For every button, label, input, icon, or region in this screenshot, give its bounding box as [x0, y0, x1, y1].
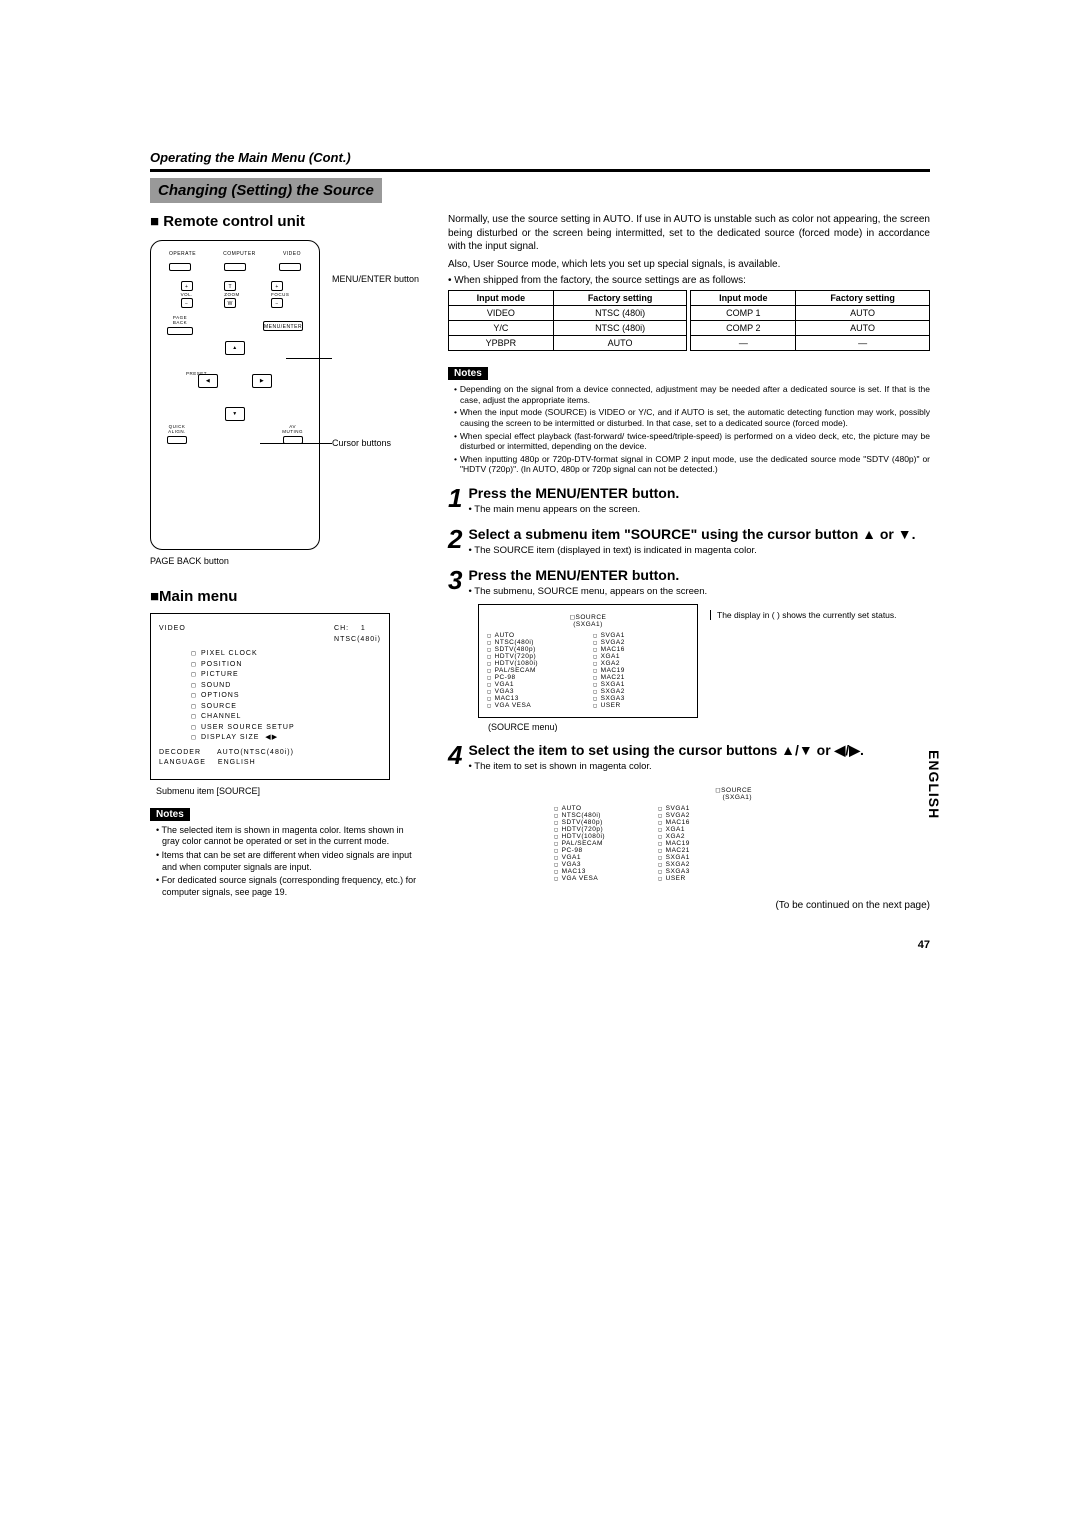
step-sub: The submenu, SOURCE menu, appears on the…: [468, 586, 930, 598]
zoom-label: ZOOM: [224, 292, 240, 297]
focus-minus[interactable]: −: [271, 298, 283, 308]
menu-items-list: PIXEL CLOCK POSITION PICTURE SOUND OPTIO…: [191, 649, 381, 744]
source-menu-caption: (SOURCE menu): [488, 722, 930, 732]
cursor-down[interactable]: ▼: [225, 407, 245, 421]
callout-menu-enter: MENU/ENTER button: [332, 274, 419, 284]
page-back-txt: PAGEBACK: [167, 316, 193, 325]
menu-item: SOUND: [191, 681, 381, 692]
breadcrumb: Operating the Main Menu (Cont.): [150, 150, 930, 165]
note-item: Depending on the signal from a device co…: [454, 384, 930, 405]
avm-label: AVMUTING: [282, 425, 303, 434]
menu-enter-btn[interactable]: MENU/ENTER: [263, 321, 303, 331]
note-item: When the input mode (SOURCE) is VIDEO or…: [454, 407, 930, 428]
right-column: Normally, use the source setting in AUTO…: [448, 213, 930, 911]
zoom-t[interactable]: T: [224, 281, 236, 291]
video-btn[interactable]: [279, 263, 301, 271]
remote-heading: ■ Remote control unit: [150, 213, 420, 230]
step-number: 4: [448, 742, 462, 773]
step-2: 2 Select a submenu item "SOURCE" using t…: [448, 526, 930, 557]
step-sub: The item to set is shown in magenta colo…: [468, 761, 930, 773]
note-item: For dedicated source signals (correspond…: [156, 875, 420, 898]
continued-note: (To be continued on the next page): [448, 900, 930, 911]
page-number: 47: [150, 939, 930, 951]
th: Factory setting: [553, 291, 687, 306]
menu-item: PICTURE: [191, 670, 381, 681]
dpad: ▲ ◀ ▶ ▼ PRESET: [190, 341, 280, 421]
menu-item: CHANNEL: [191, 712, 381, 723]
source-col2: SVGA1SVGA2MAC16 XGA1XGA2MAC19 MAC21SXGA1…: [593, 632, 689, 709]
zoom-w[interactable]: W: [224, 298, 236, 308]
qa-label: QUICKALIGN.: [167, 425, 187, 434]
source-col1: AUTONTSC(480i)SDTV(480p) HDTV(720p)HDTV(…: [487, 632, 583, 709]
step-title: Select a submenu item "SOURCE" using the…: [468, 526, 930, 543]
video-label: VIDEO: [283, 251, 301, 257]
vol-label: VOL.: [181, 292, 193, 297]
step-sub: The SOURCE item (displayed in text) is i…: [468, 545, 930, 557]
menu-item: OPTIONS: [191, 691, 381, 702]
menu-item: DISPLAY SIZE ◀▶: [191, 733, 381, 744]
step-number: 3: [448, 567, 462, 598]
cursor-up[interactable]: ▲: [225, 341, 245, 355]
operate-label: OPERATE: [169, 251, 196, 257]
vol-minus[interactable]: −: [181, 298, 193, 308]
step-title: Select the item to set using the cursor …: [468, 742, 930, 759]
step-number: 1: [448, 485, 462, 516]
intro-p3: When shipped from the factory, the sourc…: [448, 275, 930, 286]
source-side-note: The display in ( ) shows the currently s…: [710, 610, 897, 620]
computer-label: COMPUTER: [223, 251, 256, 257]
th: Input mode: [449, 291, 554, 306]
menu-item: PIXEL CLOCK: [191, 649, 381, 660]
language-tab: ENGLISH: [926, 750, 942, 819]
remote-illustration: OPERATE COMPUTER VIDEO + VOL. −: [150, 240, 420, 550]
cursor-left[interactable]: ◀: [198, 374, 218, 388]
operate-btn[interactable]: [169, 263, 191, 271]
step-title: Press the MENU/ENTER button.: [468, 567, 930, 584]
computer-btn[interactable]: [224, 263, 246, 271]
step-4: 4 Select the item to set using the curso…: [448, 742, 930, 773]
menu-item: POSITION: [191, 660, 381, 671]
note-item: When special effect playback (fast-forwa…: [454, 431, 930, 452]
step-title: Press the MENU/ENTER button.: [468, 485, 930, 502]
note-item: When inputting 480p or 720p-DTV-format s…: [454, 454, 930, 475]
preset-label: PRESET: [186, 371, 207, 376]
page-back-btn[interactable]: [167, 327, 193, 335]
step-number: 2: [448, 526, 462, 557]
left-column: ■ Remote control unit OPERATE COMPUTER V…: [150, 213, 420, 911]
th: Factory setting: [796, 291, 930, 306]
note-item: Items that can be set are different when…: [156, 850, 420, 873]
quick-align-btn[interactable]: [167, 436, 187, 444]
focus-label: FOCUS: [271, 292, 289, 297]
vol-plus[interactable]: +: [181, 281, 193, 291]
callout-page-back: PAGE BACK button: [150, 556, 420, 566]
main-menu-panel: VIDEO CH: 1NTSC(480i) PIXEL CLOCK POSITI…: [150, 613, 390, 780]
step-1: 1 Press the MENU/ENTER button. The main …: [448, 485, 930, 516]
divider: [150, 169, 930, 172]
callout-cursor: Cursor buttons: [332, 438, 391, 448]
main-menu-heading: ■Main menu: [150, 588, 420, 605]
menu-item: SOURCE: [191, 702, 381, 713]
source-menu-panel: ◻SOURCE (SXGA1) AUTONTSC(480i)SDTV(480p)…: [478, 604, 698, 718]
menu-video: VIDEO: [159, 624, 186, 645]
step-3: 3 Press the MENU/ENTER button. The subme…: [448, 567, 930, 598]
notes-right-list: Depending on the signal from a device co…: [448, 384, 930, 475]
factory-settings-table: Input modeFactory setting Input modeFact…: [448, 290, 930, 351]
cursor-right[interactable]: ▶: [252, 374, 272, 388]
intro-p1: Normally, use the source setting in AUTO…: [448, 213, 930, 254]
source-menu-panel-small: ◻SOURCE (SXGA1) AUTONTSC(480i)SDTV(480p)…: [548, 780, 758, 888]
source-menu-wrapper: ◻SOURCE (SXGA1) AUTONTSC(480i)SDTV(480p)…: [478, 604, 930, 718]
intro-p2: Also, User Source mode, which lets you s…: [448, 258, 930, 272]
submenu-caption: Submenu item [SOURCE]: [150, 786, 420, 796]
notes-badge: Notes: [448, 367, 488, 380]
menu-item: USER SOURCE SETUP: [191, 723, 381, 734]
th: Input mode: [691, 291, 796, 306]
notes-badge: Notes: [150, 808, 190, 821]
step-sub: The main menu appears on the screen.: [468, 504, 930, 516]
focus-plus[interactable]: +: [271, 281, 283, 291]
section-title-bar: Changing (Setting) the Source: [150, 178, 382, 203]
notes-left-list: The selected item is shown in magenta co…: [150, 825, 420, 899]
note-item: The selected item is shown in magenta co…: [156, 825, 420, 848]
